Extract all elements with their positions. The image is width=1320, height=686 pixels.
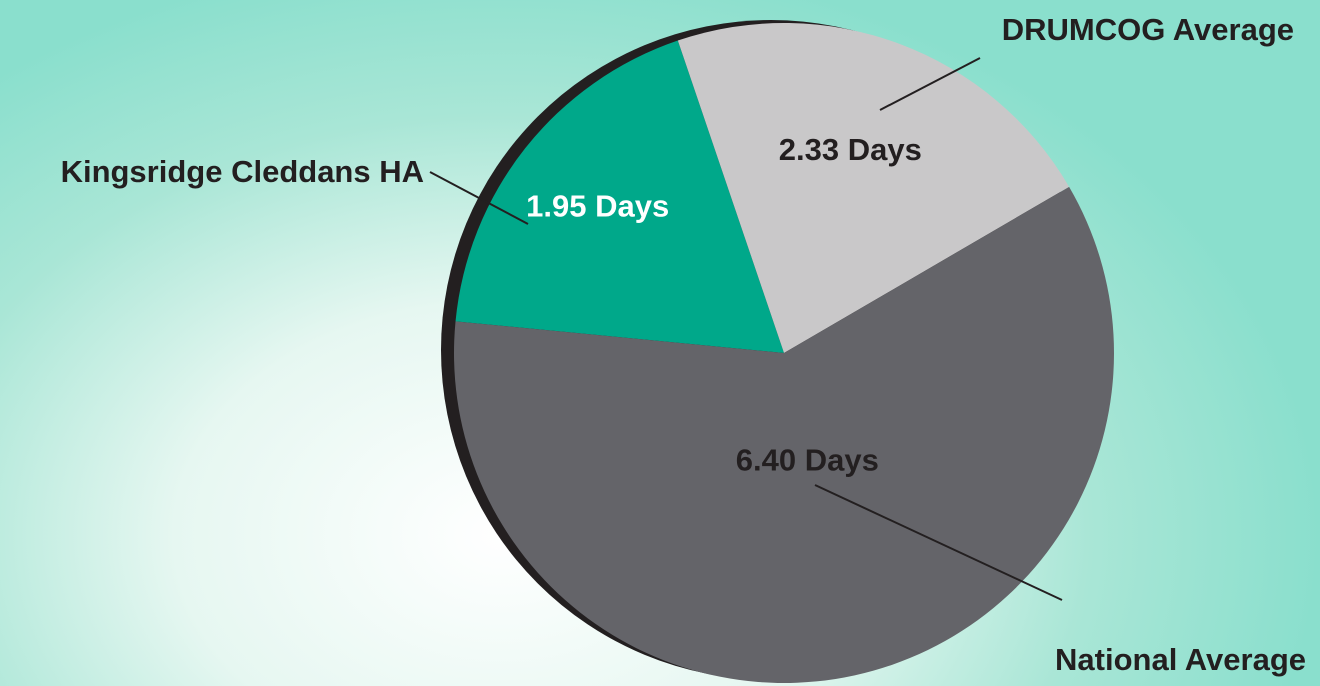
leader-line-drumcog (879, 57, 981, 111)
slice-value-label-kingsridge: 1.95 Days (526, 189, 669, 224)
slice-value-label-national: 6.40 Days (736, 442, 879, 477)
leader-line-kingsridge (429, 171, 529, 225)
pie-slice-national (454, 186, 1115, 684)
pie-slice-drumcog (677, 23, 1070, 354)
category-label-drumcog: DRUMCOG Average (1002, 12, 1294, 47)
category-label-kingsridge: Kingsridge Cleddans HA (61, 154, 424, 189)
pie-slice-kingsridge (455, 40, 784, 354)
slice-value-label-drumcog: 2.33 Days (779, 132, 922, 167)
leader-line-national (814, 484, 1063, 601)
category-label-national: National Average (1055, 642, 1306, 677)
